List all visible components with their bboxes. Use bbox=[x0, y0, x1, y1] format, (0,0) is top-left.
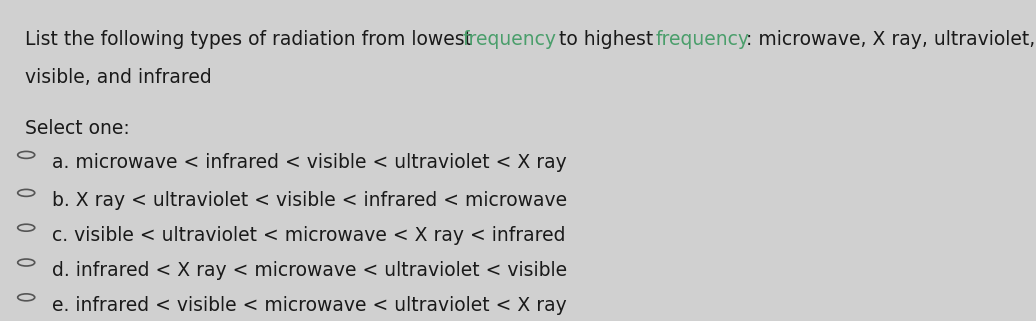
Text: c. visible < ultraviolet < microwave < X ray < infrared: c. visible < ultraviolet < microwave < X… bbox=[52, 226, 566, 245]
Text: frequency: frequency bbox=[656, 30, 750, 49]
Text: a. microwave < infrared < visible < ultraviolet < X ray: a. microwave < infrared < visible < ultr… bbox=[52, 153, 567, 172]
Text: List the following types of radiation from lowest: List the following types of radiation fr… bbox=[25, 30, 478, 49]
Text: visible, and infrared: visible, and infrared bbox=[25, 68, 211, 87]
Text: e. infrared < visible < microwave < ultraviolet < X ray: e. infrared < visible < microwave < ultr… bbox=[52, 296, 567, 315]
Text: frequency: frequency bbox=[462, 30, 556, 49]
Text: : microwave, X ray, ultraviolet,: : microwave, X ray, ultraviolet, bbox=[746, 30, 1036, 49]
Text: to highest: to highest bbox=[553, 30, 659, 49]
Text: d. infrared < X ray < microwave < ultraviolet < visible: d. infrared < X ray < microwave < ultrav… bbox=[52, 261, 567, 280]
Text: b. X ray < ultraviolet < visible < infrared < microwave: b. X ray < ultraviolet < visible < infra… bbox=[52, 191, 567, 210]
Text: Select one:: Select one: bbox=[25, 118, 130, 137]
